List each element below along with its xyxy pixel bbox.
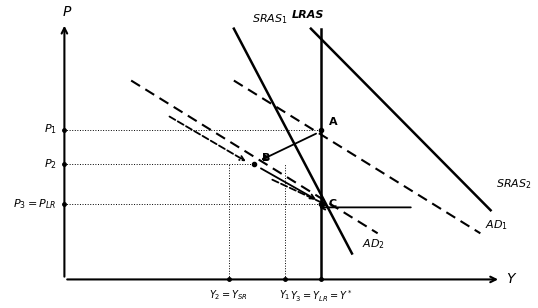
Text: A: A bbox=[329, 117, 337, 127]
Text: $SRAS_2$: $SRAS_2$ bbox=[495, 177, 532, 191]
Text: $Y_2 = Y_{SR}$: $Y_2 = Y_{SR}$ bbox=[209, 288, 248, 302]
Text: P: P bbox=[63, 5, 71, 18]
Text: C: C bbox=[329, 200, 337, 209]
Text: $Y_1$: $Y_1$ bbox=[279, 288, 291, 302]
Text: $P_2$: $P_2$ bbox=[44, 157, 56, 171]
Text: $P_1$: $P_1$ bbox=[44, 123, 56, 136]
Text: LRAS: LRAS bbox=[292, 10, 324, 20]
Text: $P_3 = P_{LR}$: $P_3 = P_{LR}$ bbox=[13, 198, 56, 211]
Text: B: B bbox=[262, 153, 271, 163]
Text: $AD_1$: $AD_1$ bbox=[485, 218, 508, 232]
Text: Y: Y bbox=[506, 273, 514, 286]
Text: $AD_2$: $AD_2$ bbox=[362, 238, 385, 251]
Text: $Y_3 = Y_{LR} = Y^*$: $Y_3 = Y_{LR} = Y^*$ bbox=[290, 288, 352, 304]
Text: $SRAS_1$: $SRAS_1$ bbox=[252, 12, 287, 26]
